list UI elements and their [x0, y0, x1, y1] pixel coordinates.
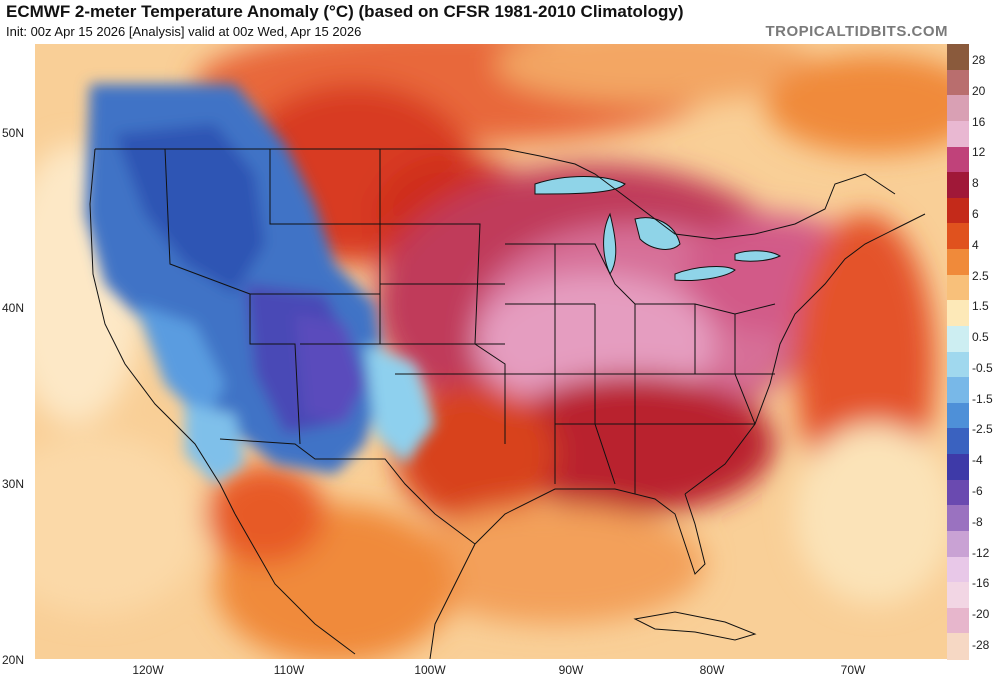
colorbar-swatch: [947, 607, 969, 634]
colorbar-swatch: [947, 582, 969, 609]
colorbar-label: -8: [972, 514, 983, 529]
colorbar-swatch: [947, 377, 969, 404]
map-title: ECMWF 2-meter Temperature Anomaly (°C) (…: [6, 2, 684, 21]
colorbar-swatch: [947, 351, 969, 378]
colorbar-label: 6: [972, 206, 979, 221]
colorbar-label: 28: [972, 53, 986, 67]
lon-label-110w: 110W: [273, 663, 305, 677]
colorbar-swatch: [947, 505, 969, 532]
temperature-anomaly-map: [35, 44, 947, 659]
colorbar-swatch: [947, 44, 969, 71]
colorbar-swatch: [947, 530, 969, 557]
colorbar-label: -20: [972, 607, 990, 622]
lat-label-40n: 40N: [2, 301, 25, 315]
brand-watermark: TROPICALTIDBITS.COM: [765, 23, 948, 40]
colorbar-swatch: [947, 428, 969, 455]
colorbar-swatch: [947, 172, 969, 199]
lat-label-30n: 30N: [2, 477, 25, 491]
colorbar-label: -6: [972, 484, 983, 499]
colorbar-label: 0.5: [972, 330, 989, 345]
lat-label-20n: 20N: [2, 653, 25, 667]
colorbar-label: 12: [972, 145, 986, 160]
colorbar-swatch: [947, 556, 969, 583]
colorbar-swatch: [947, 633, 969, 660]
colorbar-label: -16: [972, 576, 990, 591]
colorbar-label: 4: [972, 237, 979, 252]
colorbar-label: -12: [972, 545, 990, 560]
lon-label-80w: 80W: [699, 663, 725, 677]
great-lakes: [534, 176, 782, 281]
colorbar-label: -4: [972, 453, 983, 468]
colorbar-swatch: [947, 223, 969, 250]
lon-label-100w: 100W: [414, 663, 446, 677]
colorbar-label: 2.5: [972, 268, 989, 283]
colorbar: [947, 44, 969, 660]
lon-label-70w: 70W: [840, 663, 866, 677]
map-subtitle: Init: 00z Apr 15 2026 [Analysis] valid a…: [6, 24, 362, 39]
colorbar-swatch: [947, 120, 969, 147]
colorbar-swatch: [947, 300, 969, 327]
colorbar-swatch: [947, 274, 969, 301]
colorbar-label: 16: [972, 114, 986, 129]
colorbar-swatch: [947, 69, 969, 96]
colorbar-swatch: [947, 479, 969, 506]
colorbar-label: -2.5: [972, 422, 993, 437]
lon-label-120w: 120W: [132, 663, 164, 677]
colorbar-swatch: [947, 197, 969, 224]
colorbar-label: -28: [972, 638, 990, 652]
boundaries: [89, 148, 926, 659]
lat-label-50n: 50N: [2, 126, 25, 140]
colorbar-swatch: [947, 454, 969, 481]
colorbar-swatch: [947, 146, 969, 173]
colorbar-label: 8: [972, 176, 979, 191]
colorbar-label: 1.5: [972, 299, 989, 314]
colorbar-label: -1.5: [972, 391, 993, 406]
colorbar-swatch: [947, 402, 969, 429]
colorbar-swatch: [947, 95, 969, 122]
colorbar-swatch: [947, 325, 969, 352]
colorbar-label: -0.5: [972, 360, 993, 375]
lon-label-90w: 90W: [558, 663, 584, 677]
colorbar-label: 20: [972, 83, 986, 98]
colorbar-swatch: [947, 249, 969, 276]
